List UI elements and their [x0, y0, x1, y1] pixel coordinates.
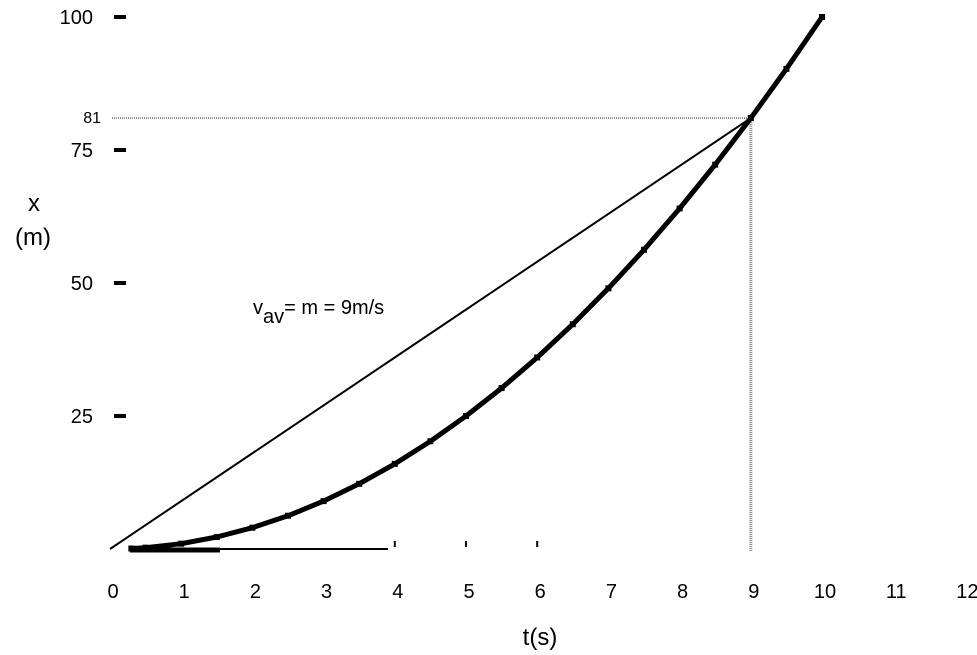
x-tick-label: 11 [886, 581, 907, 603]
curve-point [356, 480, 363, 487]
curve-point [498, 385, 505, 392]
annotation-v: v [253, 297, 263, 319]
curve-point [285, 512, 291, 519]
curve-point [463, 413, 469, 419]
x-tick-label: 7 [606, 581, 617, 603]
y-axis-label-line2: (m) [15, 224, 51, 251]
x-tick-label: 9 [748, 581, 759, 603]
x-tick-label: 5 [463, 581, 474, 603]
x-tick-label: 4 [392, 581, 403, 603]
annotation-subscript: av [263, 306, 284, 328]
curve-point [427, 438, 434, 445]
axis-group [114, 15, 539, 550]
curve-point [676, 205, 683, 212]
x-tick-label: 2 [250, 581, 261, 603]
y-tick-label: 75 [71, 140, 93, 162]
curve-point [712, 161, 719, 168]
x-tick-label: 12 [956, 581, 977, 603]
curve-point [178, 540, 185, 547]
curve-point [747, 115, 754, 122]
curve-point [819, 14, 825, 20]
x-tick-label: 10 [814, 581, 836, 603]
y-tick-label: 50 [71, 273, 93, 295]
x-tick-label: 1 [179, 581, 190, 603]
curve-point [534, 354, 541, 361]
curve-point [320, 498, 327, 505]
position-curve [131, 15, 825, 551]
reference-lines: 81 [83, 110, 753, 551]
x-tick-label: 0 [107, 581, 118, 603]
x-tick-label: 8 [677, 581, 688, 603]
x-tick-label: 3 [321, 581, 332, 603]
secant-line [109, 117, 752, 550]
x-axis-label: t(s) [523, 624, 558, 651]
y-tick-label: 100 [60, 7, 93, 29]
x-tick-label: 6 [535, 581, 546, 603]
curve-point [605, 285, 612, 292]
curve-point [213, 534, 220, 541]
curve-point [641, 246, 647, 253]
y-axis-label-line1: x [28, 190, 40, 217]
average-velocity-annotation: vav= m = 9m/s [253, 297, 384, 328]
annotation-equation: = m = 9m/s [284, 297, 384, 319]
curve-point [783, 65, 790, 72]
y-tick-label: 25 [71, 406, 93, 428]
curve-point [569, 321, 576, 328]
curve-point [249, 524, 256, 531]
reference-value-label: 81 [83, 110, 101, 127]
curve-point [391, 460, 398, 467]
series-group [109, 14, 825, 553]
